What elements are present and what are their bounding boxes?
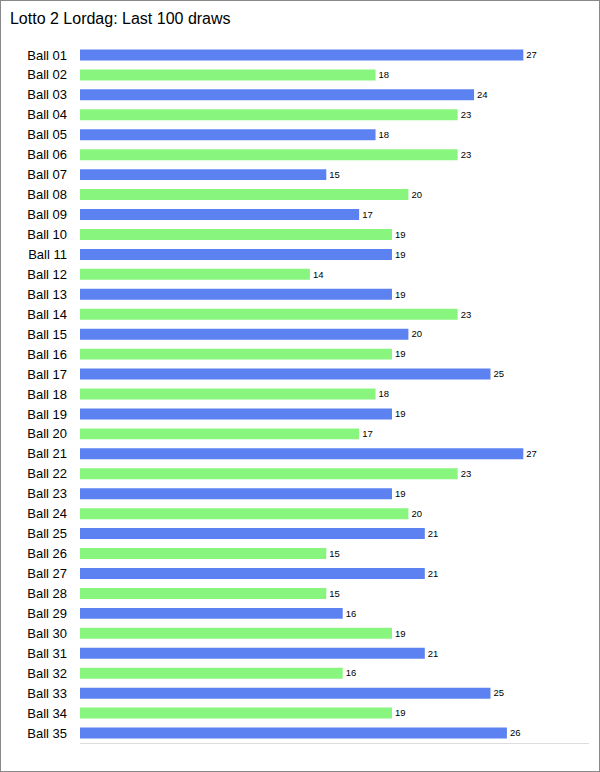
- svg-text:17: 17: [362, 209, 373, 220]
- svg-text:Ball 31: Ball 31: [27, 646, 67, 661]
- svg-text:19: 19: [395, 488, 406, 499]
- svg-text:Ball 07: Ball 07: [27, 167, 67, 182]
- svg-text:Ball 11: Ball 11: [28, 247, 67, 262]
- svg-text:25: 25: [493, 687, 504, 698]
- svg-text:Lotto 2 Lordag: Last 100 draws: Lotto 2 Lordag: Last 100 draws: [10, 10, 231, 27]
- svg-text:16: 16: [346, 608, 357, 619]
- svg-text:Ball 17: Ball 17: [27, 367, 67, 382]
- svg-text:15: 15: [329, 169, 340, 180]
- svg-text:23: 23: [461, 109, 472, 120]
- svg-text:23: 23: [461, 468, 472, 479]
- svg-text:Ball 01: Ball 01: [27, 48, 67, 63]
- svg-text:Ball 22: Ball 22: [27, 466, 67, 481]
- svg-text:Ball 10: Ball 10: [27, 227, 67, 242]
- svg-text:18: 18: [379, 129, 390, 140]
- svg-text:18: 18: [379, 388, 390, 399]
- svg-text:Ball 14: Ball 14: [27, 307, 67, 322]
- svg-text:Ball 26: Ball 26: [27, 546, 67, 561]
- svg-text:19: 19: [395, 229, 406, 240]
- svg-text:Ball 05: Ball 05: [27, 127, 67, 142]
- svg-text:Ball 09: Ball 09: [27, 207, 67, 222]
- svg-text:Ball 16: Ball 16: [27, 347, 67, 362]
- svg-text:20: 20: [411, 508, 422, 519]
- svg-text:Ball 25: Ball 25: [27, 526, 67, 541]
- svg-text:Ball 29: Ball 29: [27, 606, 67, 621]
- svg-text:21: 21: [428, 648, 439, 659]
- svg-text:24: 24: [477, 89, 488, 100]
- svg-text:21: 21: [428, 528, 439, 539]
- svg-text:16: 16: [346, 667, 357, 678]
- svg-text:Ball 24: Ball 24: [27, 506, 67, 521]
- svg-text:19: 19: [395, 249, 406, 260]
- svg-text:Ball 12: Ball 12: [27, 267, 67, 282]
- svg-text:Ball 28: Ball 28: [27, 586, 67, 601]
- svg-text:Ball 21: Ball 21: [27, 446, 67, 461]
- svg-text:23: 23: [461, 309, 472, 320]
- svg-text:26: 26: [510, 727, 521, 738]
- svg-text:25: 25: [493, 368, 504, 379]
- svg-text:19: 19: [395, 628, 406, 639]
- svg-text:Ball 15: Ball 15: [27, 327, 67, 342]
- svg-text:19: 19: [395, 707, 406, 718]
- svg-text:27: 27: [526, 448, 537, 459]
- svg-text:15: 15: [329, 588, 340, 599]
- svg-text:Ball 34: Ball 34: [27, 706, 67, 721]
- svg-text:27: 27: [526, 49, 537, 60]
- svg-text:19: 19: [395, 408, 406, 419]
- svg-text:Ball 04: Ball 04: [27, 107, 67, 122]
- svg-text:23: 23: [461, 149, 472, 160]
- svg-text:15: 15: [329, 548, 340, 559]
- svg-text:Ball 18: Ball 18: [27, 387, 67, 402]
- svg-text:Ball 08: Ball 08: [27, 187, 67, 202]
- svg-text:Ball 02: Ball 02: [27, 67, 67, 82]
- svg-text:14: 14: [313, 269, 324, 280]
- svg-text:21: 21: [428, 568, 439, 579]
- svg-text:20: 20: [411, 328, 422, 339]
- svg-text:19: 19: [395, 348, 406, 359]
- svg-text:19: 19: [395, 289, 406, 300]
- svg-text:17: 17: [362, 428, 373, 439]
- svg-text:18: 18: [379, 69, 390, 80]
- svg-text:Ball 33: Ball 33: [27, 686, 67, 701]
- svg-text:Ball 23: Ball 23: [27, 486, 67, 501]
- svg-text:Ball 32: Ball 32: [27, 666, 67, 681]
- svg-text:20: 20: [411, 189, 422, 200]
- svg-text:Ball 03: Ball 03: [27, 87, 67, 102]
- svg-text:Ball 13: Ball 13: [27, 287, 67, 302]
- svg-text:Ball 27: Ball 27: [27, 566, 67, 581]
- svg-text:Ball 06: Ball 06: [27, 147, 67, 162]
- svg-text:Ball 19: Ball 19: [27, 406, 67, 421]
- svg-text:Ball 30: Ball 30: [27, 626, 67, 641]
- svg-text:Ball 35: Ball 35: [27, 726, 67, 741]
- svg-text:Ball 20: Ball 20: [27, 426, 67, 441]
